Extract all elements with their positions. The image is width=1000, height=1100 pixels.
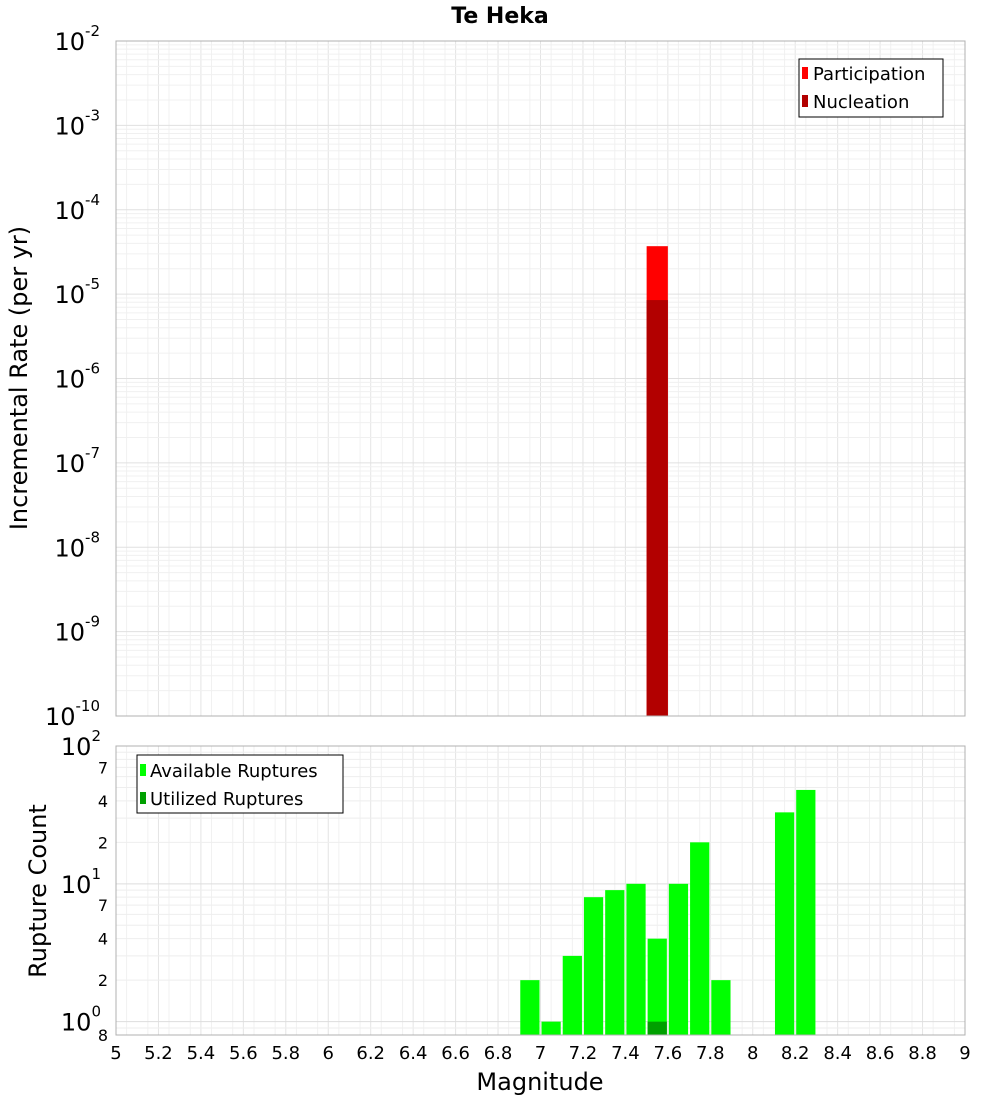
x-tick-label: 8.4 <box>823 1043 852 1064</box>
available-ruptures-bar <box>774 812 795 1035</box>
x-tick-label: 5.4 <box>187 1043 216 1064</box>
available-ruptures-bar <box>796 789 816 1035</box>
x-tick-label: 5.6 <box>229 1043 258 1064</box>
x-tick-label: 9 <box>959 1043 970 1064</box>
rate-legend-box <box>798 58 944 118</box>
count-y-tick-label: 101 <box>61 865 101 899</box>
rate-y-tick-label: 10-10 <box>45 697 100 731</box>
rate-y-tick-label: 10-3 <box>54 106 100 140</box>
utilized-legend-label: Utilized Ruptures <box>150 789 303 810</box>
x-tick-label: 6.4 <box>399 1043 428 1064</box>
count-y-minor-tick-label: 8 <box>98 1026 108 1045</box>
x-tick-label: 7.4 <box>611 1043 640 1064</box>
x-tick-label: 7.2 <box>569 1043 598 1064</box>
count-y-minor-tick-label: 7 <box>98 896 108 915</box>
rate-y-tick-label: 10-7 <box>54 444 100 478</box>
rate-grid <box>115 40 966 717</box>
x-tick-label: 5.2 <box>144 1043 173 1064</box>
rate-y-tick-label: 10-4 <box>54 191 100 225</box>
x-tick-label: 7.6 <box>654 1043 683 1064</box>
available-ruptures-bar <box>626 883 646 1035</box>
count-y-minor-tick-label: 4 <box>98 930 108 949</box>
nucleation-legend-label: Nucleation <box>813 92 909 113</box>
count-y-minor-tick-label: 7 <box>98 758 108 777</box>
count-plot-border <box>115 745 966 1036</box>
count-y-minor-tick-label: 2 <box>98 971 108 990</box>
available-legend-label: Available Ruptures <box>150 761 318 782</box>
x-tick-label: 8.6 <box>866 1043 895 1064</box>
rate-y-ticks: 10-10 10-9 10-8 10-7 10-6 10-5 10-4 10-3 10-2 <box>45 22 100 731</box>
participation-legend-label: Participation <box>813 64 925 85</box>
nucleation-legend-swatch <box>802 95 808 107</box>
count-x-axis-label: Magnitude <box>476 1068 603 1096</box>
rate-legend: Participation Nucleation <box>798 58 944 118</box>
participation-legend-swatch <box>802 67 808 79</box>
chart-title: Te Heka <box>451 4 548 29</box>
rate-bars <box>646 246 668 716</box>
available-legend-swatch <box>140 764 146 776</box>
available-ruptures-bar <box>541 1021 561 1035</box>
count-panel: 100 101 102 8 2 4 7 2 4 7 5 5.2 5.4 5.6 5.8 6 6.2 6.4 6.6… <box>24 727 971 1096</box>
rate-y-tick-label: 10-8 <box>54 528 100 562</box>
rate-panel: 10-10 10-9 10-8 10-7 10-6 10-5 10-4 10-3 10-2 In… <box>5 22 966 731</box>
x-tick-label: 5 <box>110 1043 121 1064</box>
available-ruptures-bar <box>647 938 667 1035</box>
utilized-ruptures-bar <box>647 1021 667 1035</box>
count-y-minor-tick-label: 2 <box>98 833 108 852</box>
count-y-minor-tick-label: 4 <box>98 792 108 811</box>
available-ruptures-bar <box>605 890 625 1035</box>
available-ruptures-bar <box>520 980 540 1035</box>
rate-plot-border <box>115 40 966 717</box>
nucleation-bar <box>646 300 668 716</box>
count-legend: Available Ruptures Utilized Ruptures <box>136 754 344 814</box>
utilized-legend-swatch <box>140 792 146 804</box>
rate-y-tick-label: 10-5 <box>54 275 100 309</box>
count-y-tick-label: 100 <box>61 1003 101 1037</box>
count-y-tick-label: 102 <box>61 727 101 761</box>
x-tick-label: 7 <box>535 1043 546 1064</box>
count-y-ticks: 100 101 102 8 2 4 7 2 4 7 <box>61 727 108 1045</box>
available-ruptures-bar <box>690 842 710 1035</box>
x-tick-label: 5.8 <box>271 1043 300 1064</box>
x-tick-label: 8 <box>747 1043 758 1064</box>
x-tick-label: 8.8 <box>908 1043 937 1064</box>
x-tick-label: 8.2 <box>781 1043 810 1064</box>
rate-y-tick-label: 10-9 <box>54 613 100 647</box>
x-tick-label: 6.6 <box>441 1043 470 1064</box>
available-ruptures-bar <box>711 980 731 1035</box>
available-ruptures-bar <box>583 897 604 1035</box>
rate-y-tick-label: 10-2 <box>54 22 100 56</box>
x-tick-label: 6 <box>323 1043 334 1064</box>
count-x-ticks: 5 5.2 5.4 5.6 5.8 6 6.2 6.4 6.6 6.8 7 7.2 7.4 7.6 7.8 8… <box>110 1043 970 1064</box>
x-tick-label: 6.2 <box>356 1043 385 1064</box>
count-bars <box>520 789 816 1035</box>
x-tick-label: 7.8 <box>696 1043 725 1064</box>
count-y-axis-label: Rupture Count <box>24 804 52 978</box>
x-tick-label: 6.8 <box>484 1043 513 1064</box>
rate-y-axis-label: Incremental Rate (per yr) <box>5 226 33 530</box>
available-ruptures-bar <box>668 883 689 1035</box>
rate-y-tick-label: 10-6 <box>54 360 100 394</box>
available-ruptures-bar <box>562 955 582 1035</box>
count-legend-box <box>136 754 344 814</box>
